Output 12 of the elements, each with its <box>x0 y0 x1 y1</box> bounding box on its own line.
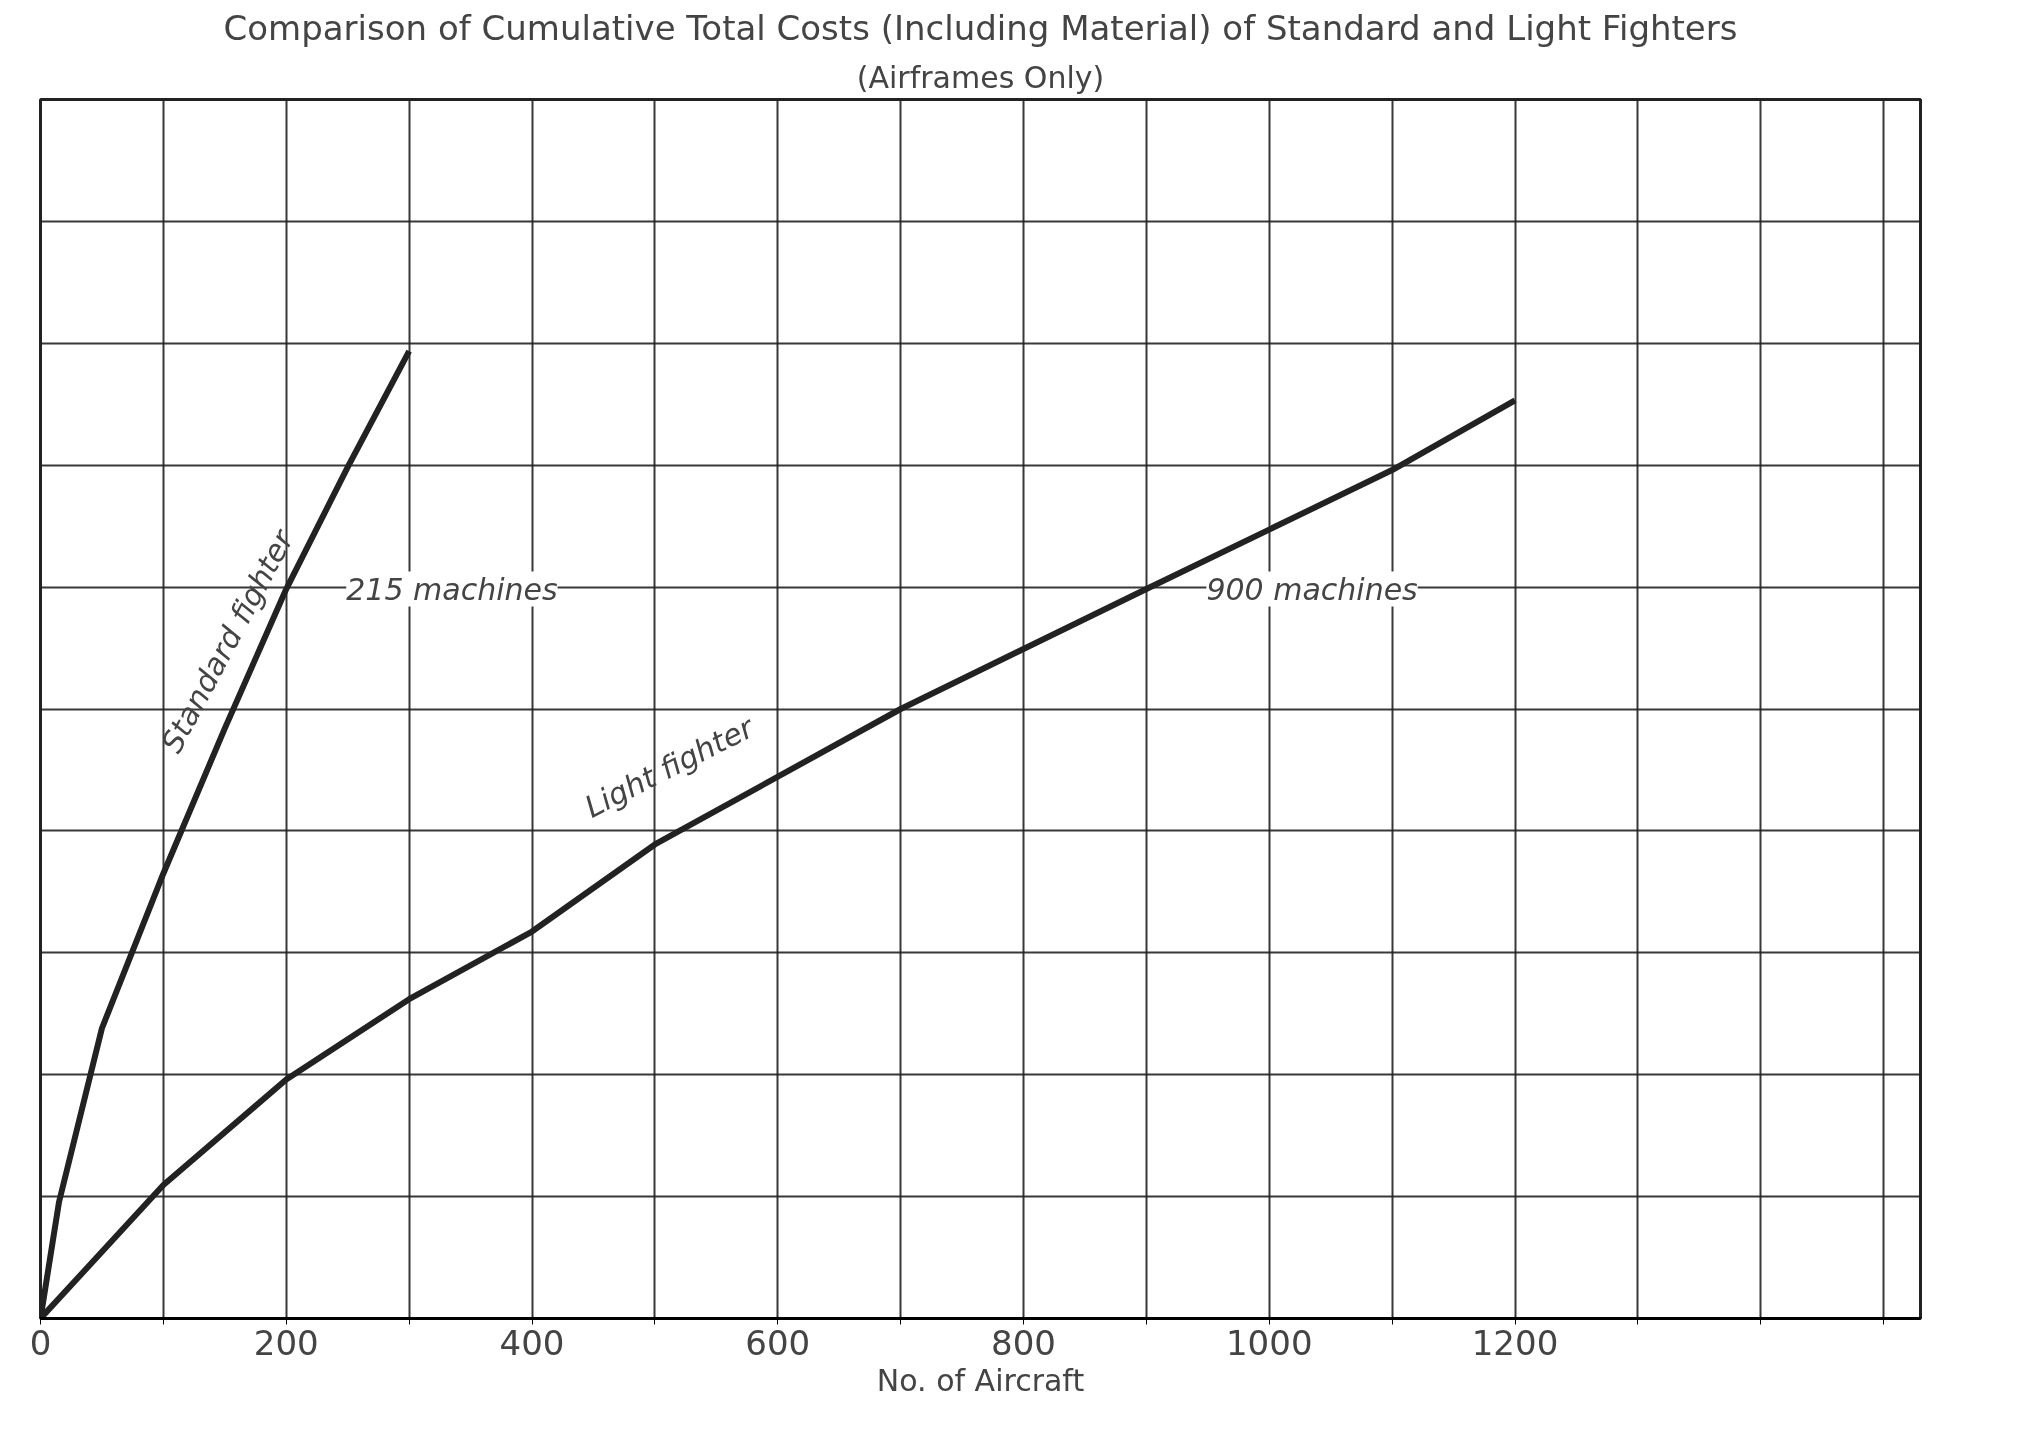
x-tick-label: 600 <box>745 1322 811 1363</box>
chart-title: Comparison of Cumulative Total Costs (Including Material) of Standard and Light Fighters <box>223 7 1738 48</box>
x-tick-label: 400 <box>499 1322 565 1363</box>
x-tick-label: 800 <box>991 1322 1056 1363</box>
annotation: 215 machines <box>346 571 558 607</box>
chart-subtitle: (Airframes Only) <box>856 59 1105 95</box>
x-tick-label: 200 <box>253 1322 319 1363</box>
x-tick-label: 1000 <box>1225 1322 1313 1363</box>
x-tick-label: 0 <box>29 1322 52 1363</box>
x-axis-title: No. of Aircraft <box>876 1362 1085 1398</box>
annotation: 900 machines <box>1206 571 1418 607</box>
x-tick-label: 1200 <box>1471 1322 1559 1363</box>
